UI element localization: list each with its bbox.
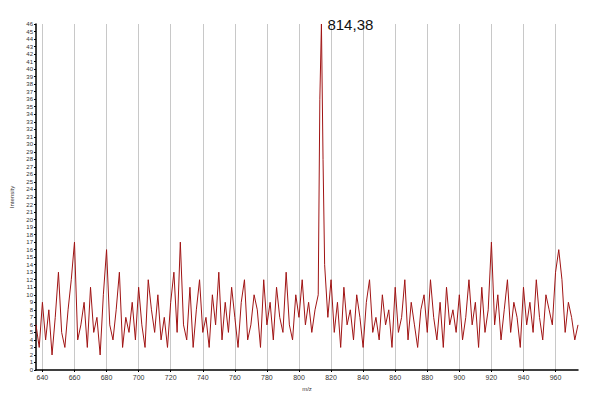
svg-text:31: 31 [26, 134, 33, 140]
svg-text:34: 34 [26, 111, 33, 117]
svg-text:21: 21 [26, 209, 33, 215]
svg-text:12: 12 [26, 277, 33, 283]
svg-text:800: 800 [293, 374, 305, 381]
svg-text:17: 17 [26, 239, 33, 245]
svg-text:20: 20 [26, 217, 33, 223]
svg-text:37: 37 [26, 89, 33, 95]
svg-text:740: 740 [197, 374, 209, 381]
svg-text:1: 1 [30, 359, 34, 365]
svg-text:760: 760 [229, 374, 241, 381]
svg-text:940: 940 [518, 374, 530, 381]
svg-text:39: 39 [26, 74, 33, 80]
svg-text:820: 820 [325, 374, 337, 381]
svg-text:13: 13 [26, 269, 33, 275]
svg-text:14: 14 [26, 262, 33, 268]
svg-text:0: 0 [30, 367, 34, 373]
svg-text:9: 9 [30, 299, 34, 305]
svg-text:32: 32 [26, 126, 33, 132]
svg-text:Intensity: Intensity [9, 186, 15, 208]
svg-text:23: 23 [26, 194, 33, 200]
svg-text:24: 24 [26, 186, 33, 192]
svg-text:27: 27 [26, 164, 33, 170]
svg-text:22: 22 [26, 202, 33, 208]
svg-text:19: 19 [26, 224, 33, 230]
svg-text:880: 880 [421, 374, 433, 381]
svg-text:45: 45 [26, 29, 33, 35]
svg-text:7: 7 [30, 314, 34, 320]
svg-text:44: 44 [26, 36, 33, 42]
svg-text:10: 10 [26, 292, 33, 298]
svg-text:18: 18 [26, 232, 33, 238]
svg-text:29: 29 [26, 149, 33, 155]
svg-text:960: 960 [550, 374, 562, 381]
svg-text:46: 46 [26, 21, 33, 27]
svg-text:700: 700 [133, 374, 145, 381]
svg-text:11: 11 [27, 284, 34, 290]
svg-text:26: 26 [26, 171, 33, 177]
svg-text:2: 2 [30, 352, 34, 358]
svg-text:720: 720 [165, 374, 177, 381]
svg-text:42: 42 [26, 51, 33, 57]
svg-text:41: 41 [26, 59, 33, 65]
svg-text:640: 640 [37, 374, 49, 381]
svg-text:m/z: m/z [302, 386, 312, 392]
svg-text:15: 15 [26, 254, 33, 260]
svg-text:5: 5 [30, 329, 34, 335]
svg-text:900: 900 [453, 374, 465, 381]
svg-text:4: 4 [30, 337, 34, 343]
svg-text:920: 920 [486, 374, 498, 381]
svg-text:814,38: 814,38 [327, 16, 373, 33]
svg-text:840: 840 [357, 374, 369, 381]
svg-text:38: 38 [26, 81, 33, 87]
svg-text:680: 680 [101, 374, 113, 381]
svg-text:28: 28 [26, 156, 33, 162]
svg-text:780: 780 [261, 374, 273, 381]
svg-text:25: 25 [26, 179, 33, 185]
svg-text:16: 16 [26, 247, 33, 253]
svg-text:40: 40 [26, 66, 33, 72]
svg-text:860: 860 [389, 374, 401, 381]
svg-text:33: 33 [26, 119, 33, 125]
svg-text:30: 30 [26, 141, 33, 147]
svg-text:8: 8 [30, 307, 34, 313]
svg-text:3: 3 [30, 344, 34, 350]
svg-text:660: 660 [69, 374, 81, 381]
svg-text:35: 35 [26, 104, 33, 110]
svg-text:36: 36 [26, 96, 33, 102]
svg-text:43: 43 [26, 44, 33, 50]
svg-text:6: 6 [30, 322, 34, 328]
